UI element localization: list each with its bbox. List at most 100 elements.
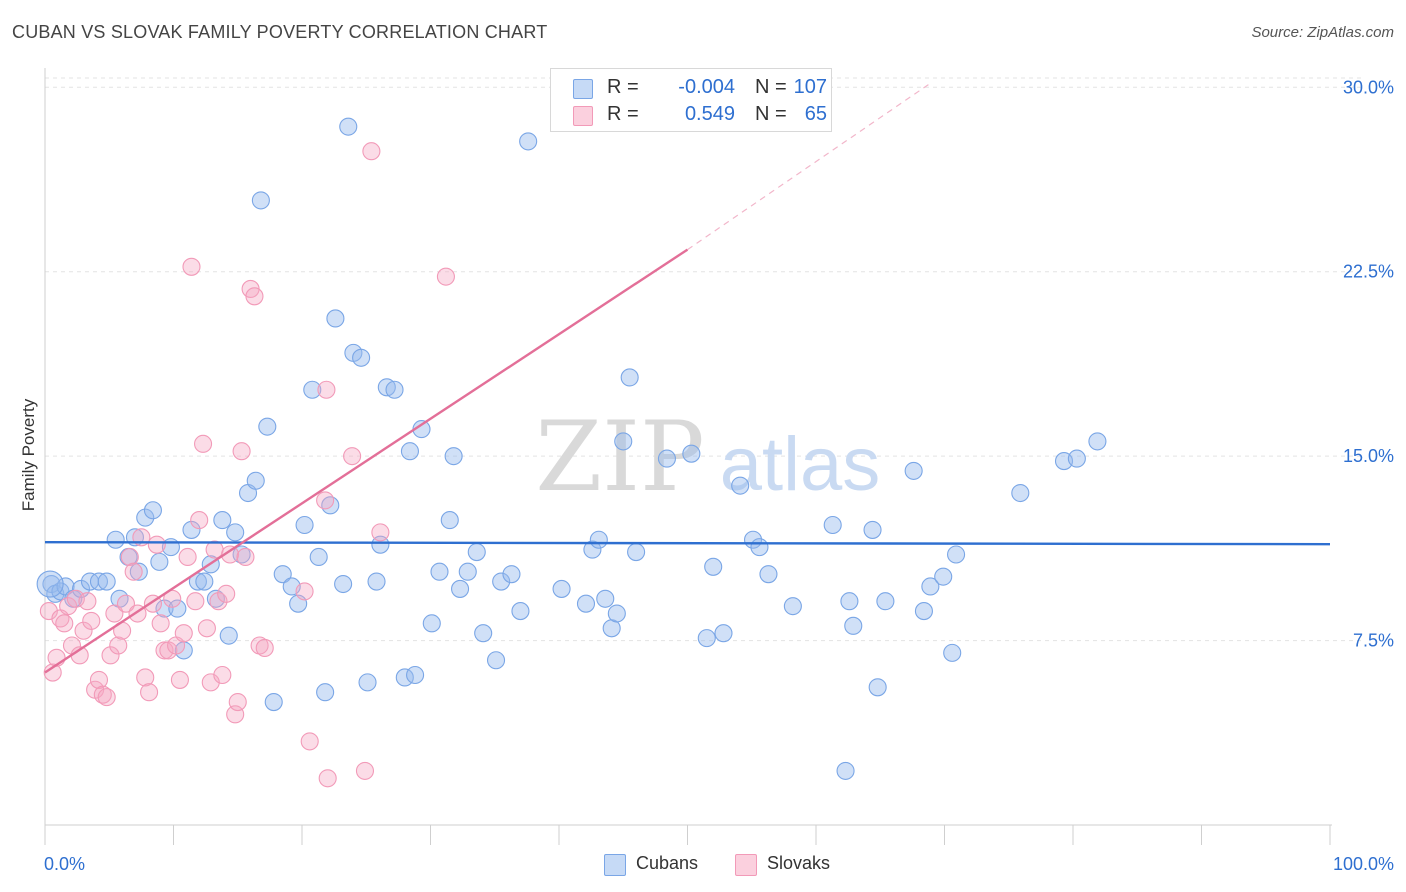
point-cubans	[467, 542, 486, 562]
point-slovaks	[66, 589, 85, 608]
point-cubans	[836, 761, 855, 780]
point-slovaks	[182, 257, 201, 276]
point-slovaks	[228, 692, 247, 712]
point-cubans	[258, 417, 277, 436]
point-cubans	[326, 309, 345, 328]
point-slovaks	[101, 646, 120, 665]
legend-swatch-slovaks	[735, 854, 757, 876]
grid-lines	[45, 77, 1365, 642]
point-slovaks	[97, 688, 116, 707]
point-slovaks	[371, 523, 390, 542]
point-slovaks	[255, 638, 274, 658]
point-slovaks	[140, 683, 159, 702]
point-cubans	[614, 432, 633, 451]
point-cubans	[321, 496, 340, 515]
point-slovaks	[245, 287, 264, 306]
point-slovaks	[250, 636, 269, 655]
point-cubans	[492, 572, 511, 591]
point-cubans	[168, 599, 187, 618]
point-cubans	[1067, 449, 1086, 468]
point-cubans	[596, 589, 615, 608]
point-cubans	[921, 577, 940, 596]
point-cubans	[704, 557, 723, 576]
point-slovaks	[186, 592, 205, 611]
point-slovaks	[78, 592, 97, 611]
point-cubans	[1088, 432, 1107, 451]
point-cubans	[876, 592, 895, 611]
point-slovaks	[120, 547, 139, 567]
point-cubans	[358, 673, 377, 692]
point-cubans	[486, 651, 506, 670]
point-cubans	[474, 624, 493, 643]
point-cubans	[219, 626, 238, 645]
point-cubans	[682, 444, 701, 463]
point-cubans	[840, 592, 859, 611]
y-tick-label: 7.5%	[1353, 631, 1394, 651]
legend-n-label: N =	[755, 76, 787, 98]
point-cubans	[150, 552, 169, 571]
point-cubans	[868, 678, 887, 697]
point-cubans	[823, 515, 842, 535]
point-cubans	[451, 579, 470, 598]
legend-label-slovaks: Slovaks	[767, 853, 831, 873]
legend-swatch-cubans	[604, 854, 626, 876]
trend-lines	[44, 81, 1331, 674]
y-tick-label: 30.0%	[1343, 77, 1394, 97]
point-slovaks	[217, 584, 236, 603]
point-cubans	[316, 683, 335, 702]
watermark-atlas: atlas	[720, 422, 881, 507]
point-slovaks	[213, 665, 232, 685]
point-slovaks	[82, 611, 101, 630]
point-cubans	[371, 535, 390, 554]
point-slovaks	[89, 670, 109, 689]
point-slovaks	[124, 562, 143, 581]
point-cubans	[714, 624, 733, 643]
point-cubans	[511, 602, 530, 621]
point-slovaks	[170, 670, 189, 689]
point-cubans	[367, 572, 386, 591]
source-label: Source: ZipAtlas.com	[1251, 24, 1394, 41]
legend-r-value: 0.549	[684, 103, 735, 125]
point-cubans	[519, 132, 538, 151]
point-cubans	[589, 530, 608, 549]
point-cubans	[697, 629, 716, 648]
chart-title: CUBAN VS SLOVAK FAMILY POVERTY CORRELATI…	[12, 22, 548, 42]
x-tick-label-min: 0.0%	[44, 854, 85, 874]
point-cubans	[607, 604, 626, 623]
point-slovaks	[300, 732, 319, 751]
y-tick-label: 15.0%	[1343, 446, 1394, 466]
point-slovaks	[163, 589, 182, 608]
point-cubans	[444, 447, 463, 466]
point-cubans	[295, 515, 314, 535]
point-cubans	[620, 368, 639, 387]
point-slovaks	[317, 380, 336, 399]
point-cubans	[246, 471, 265, 490]
point-cubans-cluster	[36, 570, 64, 598]
point-slovaks	[343, 447, 362, 466]
legend-n-value: 107	[793, 76, 827, 98]
point-cubans	[46, 584, 65, 603]
point-slovaks	[147, 535, 166, 554]
point-cubans	[195, 572, 214, 591]
point-cubans	[844, 616, 863, 635]
y-tick-label: 22.5%	[1343, 262, 1394, 282]
point-cubans	[385, 380, 404, 399]
legend-n-value: 65	[804, 103, 827, 125]
trend-line-cubans	[44, 541, 1331, 546]
point-cubans	[863, 520, 882, 539]
point-cubans	[1011, 483, 1030, 503]
point-slovaks	[74, 621, 93, 640]
legend-n-label: N =	[755, 103, 787, 125]
point-cubans	[943, 643, 962, 662]
point-slovaks	[362, 142, 381, 161]
watermark: ZIP atlas	[535, 401, 880, 513]
point-cubans	[206, 589, 225, 608]
point-slovaks	[355, 761, 375, 780]
point-cubans	[155, 599, 174, 618]
point-cubans	[303, 380, 322, 399]
point-cubans	[89, 572, 109, 591]
point-cubans	[352, 348, 371, 367]
point-cubans	[143, 501, 162, 520]
point-cubans	[552, 579, 571, 598]
